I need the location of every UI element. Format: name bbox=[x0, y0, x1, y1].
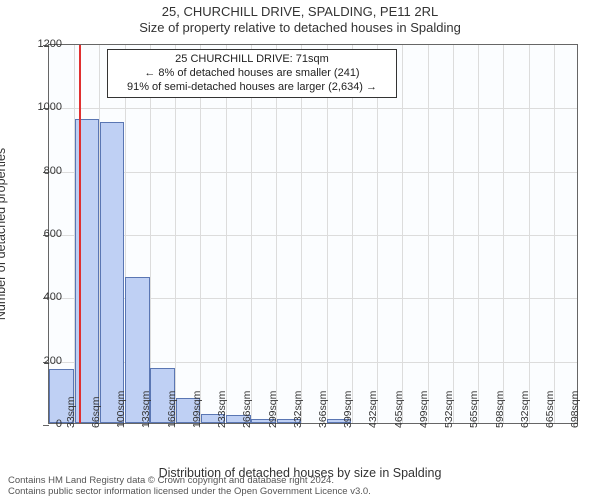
x-tick-label: 133sqm bbox=[140, 391, 152, 428]
histogram-bar bbox=[75, 119, 99, 423]
y-tick-label: 1000 bbox=[38, 101, 62, 113]
title-line-1: 25, CHURCHILL DRIVE, SPALDING, PE11 2RL bbox=[0, 4, 600, 19]
gridline-v bbox=[226, 45, 227, 423]
gridline-v bbox=[402, 45, 403, 423]
x-tick-label: 499sqm bbox=[418, 391, 430, 428]
attribution-line-2: Contains public sector information licen… bbox=[8, 487, 371, 498]
gridline-v bbox=[453, 45, 454, 423]
annotation-line: 91% of semi-detached houses are larger (… bbox=[116, 81, 388, 95]
gridline-v bbox=[377, 45, 378, 423]
y-tick-label: 800 bbox=[44, 165, 62, 177]
gridline-v bbox=[352, 45, 353, 423]
histogram-bar bbox=[100, 122, 124, 423]
y-tick-label: 600 bbox=[44, 228, 62, 240]
gridline-v bbox=[251, 45, 252, 423]
reference-line bbox=[79, 45, 81, 423]
x-tick-label: 598sqm bbox=[494, 391, 506, 428]
annotation-box: 25 CHURCHILL DRIVE: 71sqm← 8% of detache… bbox=[107, 49, 397, 98]
gridline-v bbox=[503, 45, 504, 423]
y-tick-label: 1200 bbox=[38, 38, 62, 50]
x-tick-label: 233sqm bbox=[216, 391, 228, 428]
gridline-v bbox=[200, 45, 201, 423]
x-tick-label: 33sqm bbox=[65, 396, 77, 428]
attribution-block: Contains HM Land Registry data © Crown c… bbox=[8, 476, 371, 498]
gridline-v bbox=[150, 45, 151, 423]
x-tick-label: 665sqm bbox=[544, 391, 556, 428]
x-tick-label: 366sqm bbox=[317, 391, 329, 428]
x-tick-label: 66sqm bbox=[90, 396, 102, 428]
gridline-v bbox=[327, 45, 328, 423]
x-tick-label: 100sqm bbox=[115, 391, 127, 428]
x-tick-label: 432sqm bbox=[367, 391, 379, 428]
gridline-h bbox=[49, 172, 577, 173]
chart-title-block: 25, CHURCHILL DRIVE, SPALDING, PE11 2RL … bbox=[0, 0, 600, 35]
y-tick-label: 0 bbox=[56, 418, 62, 430]
gridline-h bbox=[49, 108, 577, 109]
annotation-line: ← 8% of detached houses are smaller (241… bbox=[116, 67, 388, 81]
x-tick-label: 332sqm bbox=[292, 391, 304, 428]
x-tick-label: 532sqm bbox=[443, 391, 455, 428]
x-tick-label: 698sqm bbox=[569, 391, 581, 428]
plot-area: 25 CHURCHILL DRIVE: 71sqm← 8% of detache… bbox=[48, 44, 578, 424]
y-tick-label: 400 bbox=[44, 291, 62, 303]
gridline-v bbox=[175, 45, 176, 423]
x-tick-label: 565sqm bbox=[468, 391, 480, 428]
gridline-v bbox=[276, 45, 277, 423]
gridline-v bbox=[529, 45, 530, 423]
x-tick-label: 399sqm bbox=[342, 391, 354, 428]
y-tick bbox=[43, 425, 49, 426]
x-tick-label: 465sqm bbox=[393, 391, 405, 428]
gridline-h bbox=[49, 235, 577, 236]
gridline-v bbox=[478, 45, 479, 423]
x-tick-label: 199sqm bbox=[191, 391, 203, 428]
x-tick-label: 299sqm bbox=[267, 391, 279, 428]
gridline-v bbox=[554, 45, 555, 423]
x-tick-label: 266sqm bbox=[241, 391, 253, 428]
x-tick-label: 632sqm bbox=[519, 391, 531, 428]
title-line-2: Size of property relative to detached ho… bbox=[0, 20, 600, 35]
y-tick-label: 200 bbox=[44, 355, 62, 367]
annotation-line: 25 CHURCHILL DRIVE: 71sqm bbox=[116, 53, 388, 67]
y-axis-label: Number of detached properties bbox=[0, 148, 8, 320]
gridline-v bbox=[301, 45, 302, 423]
x-tick-label: 166sqm bbox=[166, 391, 178, 428]
gridline-v bbox=[428, 45, 429, 423]
chart-area: 25 CHURCHILL DRIVE: 71sqm← 8% of detache… bbox=[48, 44, 578, 424]
